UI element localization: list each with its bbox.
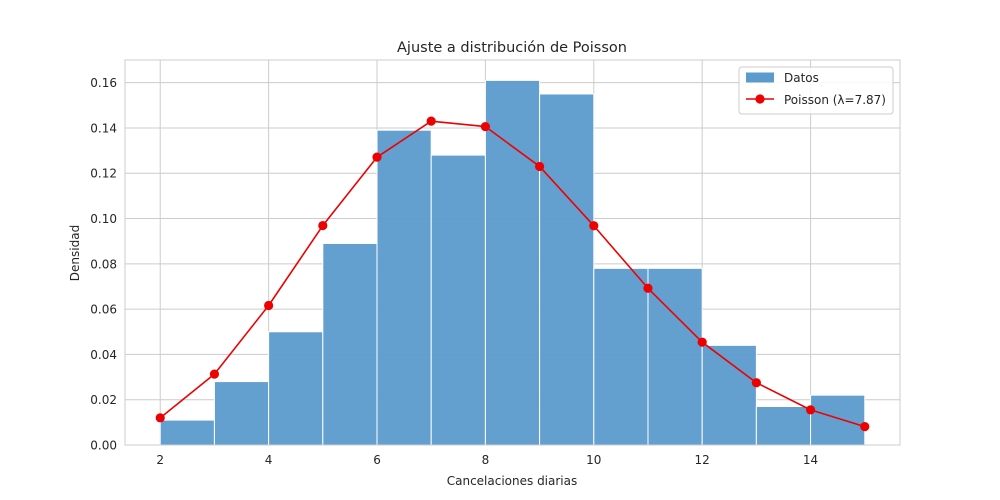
histogram-bar xyxy=(322,242,378,446)
legend-datos-label: Datos xyxy=(784,71,819,85)
histogram-bar xyxy=(647,267,703,446)
x-tick-label: 6 xyxy=(373,453,381,467)
x-tick-label: 12 xyxy=(695,453,710,467)
poisson-curve xyxy=(159,120,866,428)
chart-title: Ajuste a distribución de Poisson xyxy=(397,40,627,56)
y-axis-ticks: 0.00 0.02 0.04 0.06 0.08 0.10 0.12 0.14 0.16 xyxy=(90,76,117,452)
y-tick-label: 0.08 xyxy=(90,257,117,271)
x-tick-label: 2 xyxy=(156,453,164,467)
poisson-point xyxy=(372,152,382,162)
y-tick-label: 0.04 xyxy=(90,348,117,362)
legend-poisson-marker xyxy=(755,94,765,104)
x-axis-ticks: 2 4 6 8 10 12 14 xyxy=(156,453,818,467)
x-axis-label: Cancelaciones diarias xyxy=(447,474,578,488)
y-tick-label: 0.12 xyxy=(90,167,117,181)
x-tick-label: 4 xyxy=(265,453,273,467)
histogram-bar xyxy=(701,344,757,446)
y-tick-label: 0.00 xyxy=(90,439,117,453)
poisson-point xyxy=(805,405,816,415)
histogram-bar xyxy=(755,406,812,446)
y-tick-label: 0.10 xyxy=(90,212,117,226)
histogram-bar xyxy=(484,79,541,446)
poisson-point xyxy=(209,369,220,379)
histogram-bars xyxy=(159,79,866,446)
histogram-bar xyxy=(810,394,866,446)
y-tick-label: 0.16 xyxy=(90,76,117,90)
poisson-point xyxy=(860,422,870,432)
x-tick-label: 8 xyxy=(482,453,490,467)
histogram-bar xyxy=(430,154,486,446)
legend-box xyxy=(738,66,894,115)
poisson-point xyxy=(480,121,491,132)
plot-frame xyxy=(124,59,901,446)
poisson-point xyxy=(264,300,274,311)
legend-poisson-label: Poisson (λ=7.87) xyxy=(784,93,886,107)
histogram-bar xyxy=(376,129,432,446)
poisson-point xyxy=(751,378,761,388)
y-axis-label: Densidad xyxy=(68,225,82,281)
y-tick-label: 0.02 xyxy=(90,393,117,407)
histogram-bar xyxy=(159,419,215,446)
poisson-point xyxy=(318,220,328,231)
legend: Datos Poisson (λ=7.87) xyxy=(738,66,894,115)
y-tick-label: 0.14 xyxy=(90,121,117,135)
poisson-point xyxy=(534,161,545,172)
poisson-point xyxy=(589,221,599,231)
poisson-point xyxy=(426,116,436,126)
histogram-bar xyxy=(593,267,649,446)
x-tick-label: 14 xyxy=(803,453,818,467)
poisson-line xyxy=(155,116,870,432)
poisson-point xyxy=(155,413,165,423)
legend-datos-swatch xyxy=(746,72,774,83)
histogram-bar xyxy=(539,93,595,446)
histogram-bar xyxy=(268,331,324,446)
y-tick-label: 0.06 xyxy=(90,303,117,317)
x-tick-label: 10 xyxy=(586,453,601,467)
poisson-point xyxy=(697,337,707,347)
poisson-point xyxy=(643,283,653,293)
histogram-bar xyxy=(213,381,270,446)
